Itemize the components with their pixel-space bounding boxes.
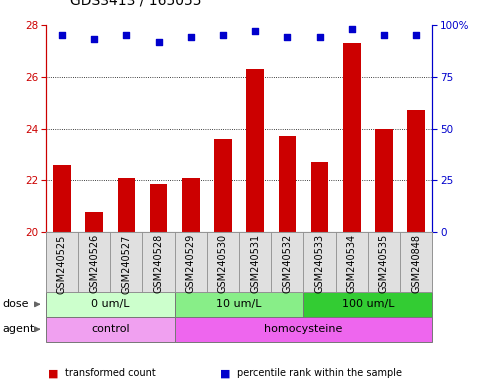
Point bbox=[187, 34, 195, 40]
Point bbox=[412, 32, 420, 38]
Bar bbox=[246, 69, 264, 232]
Text: GSM240529: GSM240529 bbox=[186, 234, 196, 293]
Point bbox=[58, 32, 66, 38]
Bar bbox=[182, 178, 199, 232]
Text: GSM240526: GSM240526 bbox=[89, 234, 99, 293]
Bar bbox=[150, 184, 168, 232]
Text: GSM240534: GSM240534 bbox=[347, 234, 357, 293]
Text: percentile rank within the sample: percentile rank within the sample bbox=[237, 368, 402, 378]
Text: agent: agent bbox=[2, 324, 35, 334]
Text: GSM240530: GSM240530 bbox=[218, 234, 228, 293]
Bar bbox=[375, 129, 393, 232]
Point bbox=[251, 28, 259, 34]
Text: GSM240525: GSM240525 bbox=[57, 234, 67, 294]
Point bbox=[380, 32, 388, 38]
Text: GSM240533: GSM240533 bbox=[314, 234, 325, 293]
Text: homocysteine: homocysteine bbox=[264, 324, 342, 334]
Text: ■: ■ bbox=[48, 368, 59, 378]
Point bbox=[155, 38, 162, 45]
Bar bbox=[117, 178, 135, 232]
Text: 0 um/L: 0 um/L bbox=[91, 299, 129, 310]
Point bbox=[90, 36, 98, 43]
Bar bbox=[85, 212, 103, 232]
Text: GSM240848: GSM240848 bbox=[411, 234, 421, 293]
Text: GSM240527: GSM240527 bbox=[121, 234, 131, 294]
Text: 100 um/L: 100 um/L bbox=[341, 299, 394, 310]
Bar bbox=[279, 136, 296, 232]
Bar bbox=[407, 111, 425, 232]
Text: GSM240532: GSM240532 bbox=[283, 234, 292, 293]
Text: GDS3413 / 165055: GDS3413 / 165055 bbox=[70, 0, 201, 8]
Point bbox=[123, 32, 130, 38]
Bar bbox=[214, 139, 232, 232]
Text: 10 um/L: 10 um/L bbox=[216, 299, 262, 310]
Point bbox=[284, 34, 291, 40]
Point bbox=[348, 26, 355, 32]
Text: GSM240535: GSM240535 bbox=[379, 234, 389, 293]
Text: dose: dose bbox=[2, 299, 29, 310]
Text: ■: ■ bbox=[220, 368, 230, 378]
Bar bbox=[311, 162, 328, 232]
Point bbox=[219, 32, 227, 38]
Text: GSM240531: GSM240531 bbox=[250, 234, 260, 293]
Bar bbox=[343, 43, 361, 232]
Text: transformed count: transformed count bbox=[65, 368, 156, 378]
Bar bbox=[53, 165, 71, 232]
Text: GSM240528: GSM240528 bbox=[154, 234, 164, 293]
Text: control: control bbox=[91, 324, 129, 334]
Point bbox=[316, 34, 324, 40]
